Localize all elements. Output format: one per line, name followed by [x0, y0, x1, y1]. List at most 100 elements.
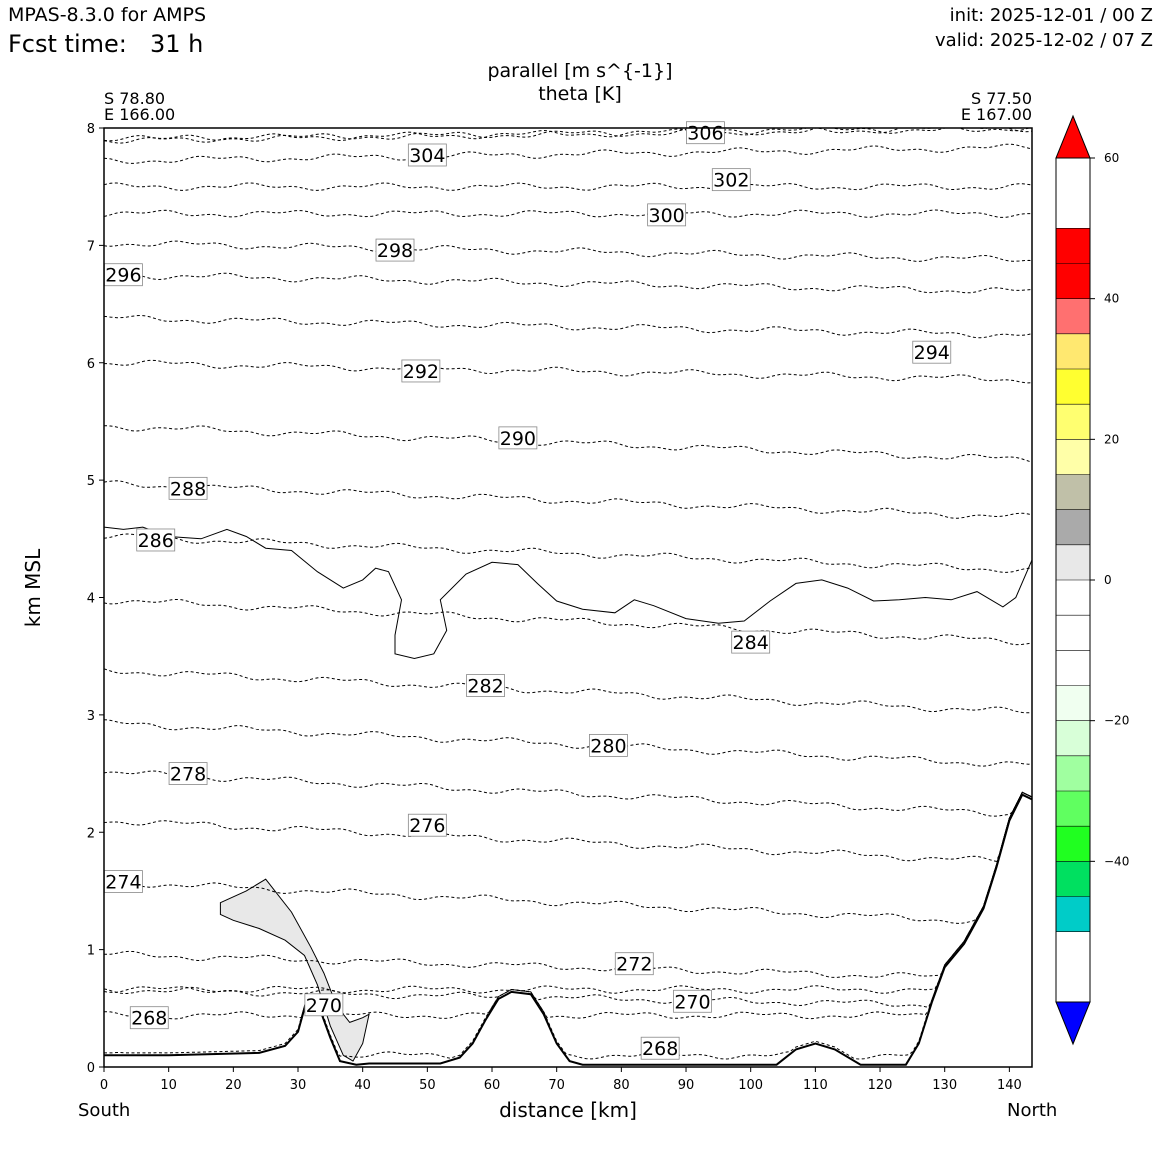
theta-contour-label-group: 272 [614, 952, 654, 976]
x-tick-label: 90 [678, 1078, 695, 1093]
y-tick-label: 0 [87, 1061, 95, 1076]
theta-contour-label: 272 [616, 954, 652, 976]
theta-contour-label-group: 268 [129, 1006, 169, 1030]
theta-contour-label-group: 302 [711, 168, 751, 192]
colorbar-segment [1056, 755, 1090, 791]
valid-time: valid: 2025-12-02 / 07 Z [935, 30, 1153, 51]
colorbar-tick-label: −40 [1104, 854, 1129, 868]
colorbar-segment [1056, 228, 1090, 264]
north-label: North [1007, 1100, 1058, 1121]
chart-title-line2: theta [K] [538, 83, 622, 105]
left-point-lat: S 78.80 [104, 89, 166, 108]
negative-wind-region [219, 878, 370, 1062]
theta-contour-label-box [401, 359, 441, 383]
x-tick-label: 130 [932, 1078, 957, 1093]
colorbar-segment [1056, 509, 1090, 545]
theta-contour-label-group: 296 [104, 263, 143, 287]
x-tick-label: 140 [997, 1078, 1022, 1093]
y-tick-label: 8 [87, 122, 95, 137]
chart-title-line1: parallel [m s^{-1}] [487, 60, 673, 82]
colorbar-tick-label: 0 [1104, 573, 1112, 587]
plot-area: 2682682702702722742762782802822842862882… [87, 121, 1033, 1093]
theta-contour-label: 296 [105, 265, 141, 287]
theta-contour-label: 276 [409, 815, 445, 837]
init-time: init: 2025-12-01 / 00 Z [949, 5, 1153, 26]
theta-contour-label-group: 286 [136, 528, 176, 552]
x-tick-label: 70 [548, 1078, 565, 1093]
theta-contour-line [103, 791, 1033, 1008]
theta-contour-label-group: 274 [104, 870, 143, 894]
x-axis-title: distance [km] [499, 1098, 637, 1122]
theta-contour-label-box [407, 143, 447, 167]
colorbar-extend-max [1055, 114, 1091, 159]
theta-contour-line [104, 359, 1033, 384]
theta-contour-label-group: 290 [498, 426, 538, 450]
y-tick-label: 1 [87, 944, 95, 959]
colorbar-segment [1056, 333, 1090, 369]
theta-contour-line [103, 791, 1033, 862]
model-label: MPAS-8.3.0 for AMPS [8, 4, 207, 26]
theta-contour-label: 290 [500, 428, 536, 450]
theta-contour-label-box [136, 528, 176, 552]
theta-contour-line [103, 791, 1033, 978]
theta-contour-label-box [498, 426, 538, 450]
colorbar-tick-label: 60 [1104, 151, 1119, 165]
theta-contour-label: 306 [687, 123, 723, 145]
x-tick-label: 110 [803, 1078, 828, 1093]
theta-contour-label-box [673, 989, 712, 1013]
colorbar-segment [1056, 369, 1090, 405]
theta-contour-line [103, 272, 1033, 294]
theta-contour-line [103, 599, 1033, 646]
theta-contour-label-group: 294 [912, 340, 952, 364]
x-tick-label: 120 [868, 1078, 893, 1093]
x-tick-label: 10 [160, 1078, 177, 1093]
theta-contour-label-box [129, 1006, 169, 1030]
theta-contour-line [103, 719, 1033, 767]
theta-contour-label-box [168, 762, 208, 785]
colorbar-segment [1056, 615, 1090, 651]
colorbar-segment [1056, 580, 1090, 616]
colorbar-segment [1056, 439, 1090, 475]
theta-contour-label: 280 [590, 735, 626, 757]
theta-contour-label-group: 278 [168, 762, 208, 786]
theta-contour-label: 282 [467, 676, 503, 698]
theta-contour-line [103, 127, 1029, 143]
theta-contour-label: 278 [170, 764, 206, 786]
theta-contour-line [103, 791, 1033, 924]
x-tick-label: 80 [613, 1078, 630, 1093]
colorbar-tick-label: 20 [1104, 432, 1119, 446]
colorbar-segment [1056, 791, 1090, 827]
theta-contour-label: 288 [170, 478, 206, 500]
theta-contour-label-group: 276 [407, 813, 447, 837]
theta-contour-label-group: 270 [673, 989, 712, 1013]
theta-contour-label-box [731, 630, 771, 654]
theta-contour-label: 270 [674, 991, 710, 1013]
theta-contour-label: 268 [642, 1038, 678, 1060]
colorbar-segment [1056, 474, 1090, 510]
theta-contour-label-box [640, 1036, 680, 1060]
theta-contour-label: 274 [105, 872, 141, 894]
theta-contour-line [104, 791, 1033, 1060]
x-tick-label: 20 [225, 1078, 242, 1093]
theta-contour-label-group: 292 [401, 359, 441, 383]
plot-frame [103, 127, 1033, 1068]
theta-contour-label: 302 [713, 170, 749, 192]
theta-contour-label: 298 [377, 240, 413, 262]
theta-contour-label: 304 [409, 145, 445, 167]
theta-contour-label: 300 [648, 205, 684, 227]
colorbar-segment [1056, 544, 1090, 580]
theta-contour-label: 286 [138, 530, 174, 552]
theta-contour-line [104, 425, 1033, 463]
y-tick-label: 4 [87, 592, 95, 607]
zero-wind-contour [103, 526, 1033, 660]
x-tick-label: 50 [419, 1078, 436, 1093]
theta-contour-line [103, 770, 1033, 817]
y-tick-label: 2 [87, 826, 95, 841]
terrain-profile [104, 793, 1033, 1066]
theta-contour-label-box [407, 813, 447, 837]
colorbar-segment [1056, 720, 1090, 756]
theta-contour-label-box [466, 674, 505, 697]
x-tick-label: 100 [738, 1078, 763, 1093]
theta-contour-label-box [304, 993, 344, 1017]
theta-contour-label-group: 300 [647, 203, 687, 227]
